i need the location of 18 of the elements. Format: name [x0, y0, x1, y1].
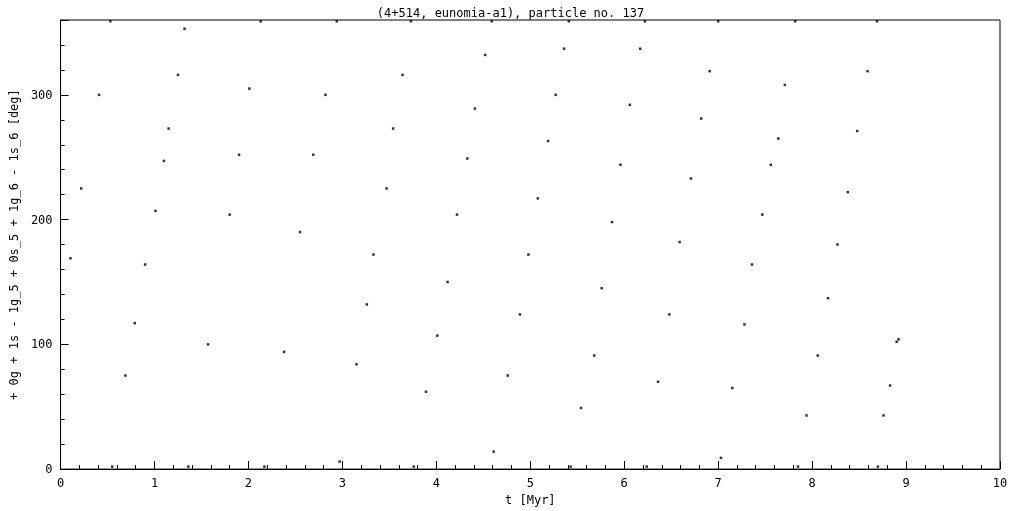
x-tick-label: 9 [902, 476, 910, 491]
chart-title: (4+514, eunomia-a1), particle no. 137 [376, 6, 645, 20]
x-tick-label: 10 [992, 476, 1008, 491]
x-tick-label: 1 [150, 476, 159, 491]
x-tick-label: 3 [338, 476, 347, 491]
y-axis-title: + 0g + 1s - 1g_5 + 0s_5 + 1g_6 - 1s_6 [deg] [7, 89, 21, 400]
x-tick-label: 0 [56, 476, 65, 491]
x-tick-label: 4 [432, 476, 440, 491]
x-axis-title: t [Myr] [505, 493, 556, 507]
x-tick-label: 8 [808, 476, 816, 491]
x-tick-label: 7 [714, 476, 722, 491]
y-tick-label: 200 [30, 212, 53, 227]
y-tick-label: 0 [45, 462, 53, 477]
y-tick-label: 100 [30, 337, 53, 352]
x-tick-label: 2 [244, 476, 253, 491]
x-tick-label: 6 [620, 476, 628, 491]
y-tick-label: 300 [30, 87, 53, 102]
x-tick-label: 5 [526, 476, 534, 491]
